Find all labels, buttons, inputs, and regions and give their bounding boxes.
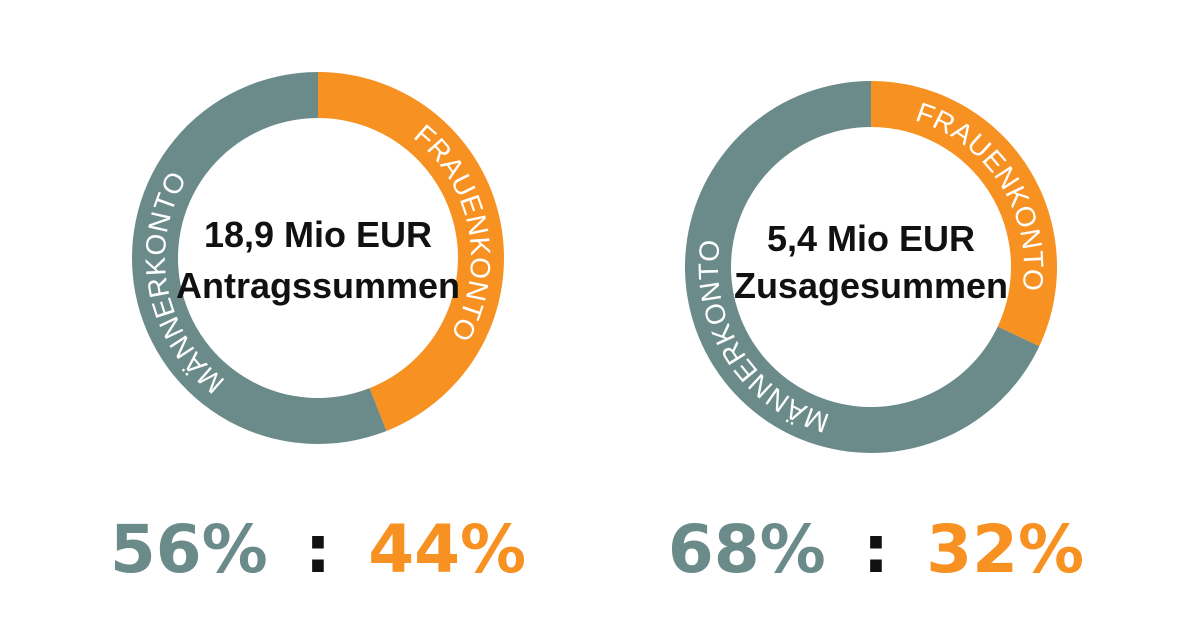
center-value: 5,4 Mio EUR <box>767 218 975 259</box>
ratio-frauen: 32% <box>926 511 1084 588</box>
ratio-frauen: 44% <box>368 511 526 588</box>
slice-frauenkonto <box>318 72 505 431</box>
ratio: 56% : 44% <box>110 511 526 588</box>
center-label: Zusagesummen <box>734 265 1008 306</box>
ratio-separator: : <box>305 511 331 588</box>
ratio: 68% : 32% <box>668 511 1084 588</box>
slice-maennerkonto <box>132 72 387 444</box>
center-label: Antragssummen <box>176 265 460 306</box>
ratio-separator: : <box>863 511 889 588</box>
center-value: 18,9 Mio EUR <box>204 214 432 255</box>
slice-frauenkonto <box>871 81 1057 347</box>
ratio-maenner: 68% <box>668 511 826 588</box>
ratio-maenner: 56% <box>110 511 268 588</box>
